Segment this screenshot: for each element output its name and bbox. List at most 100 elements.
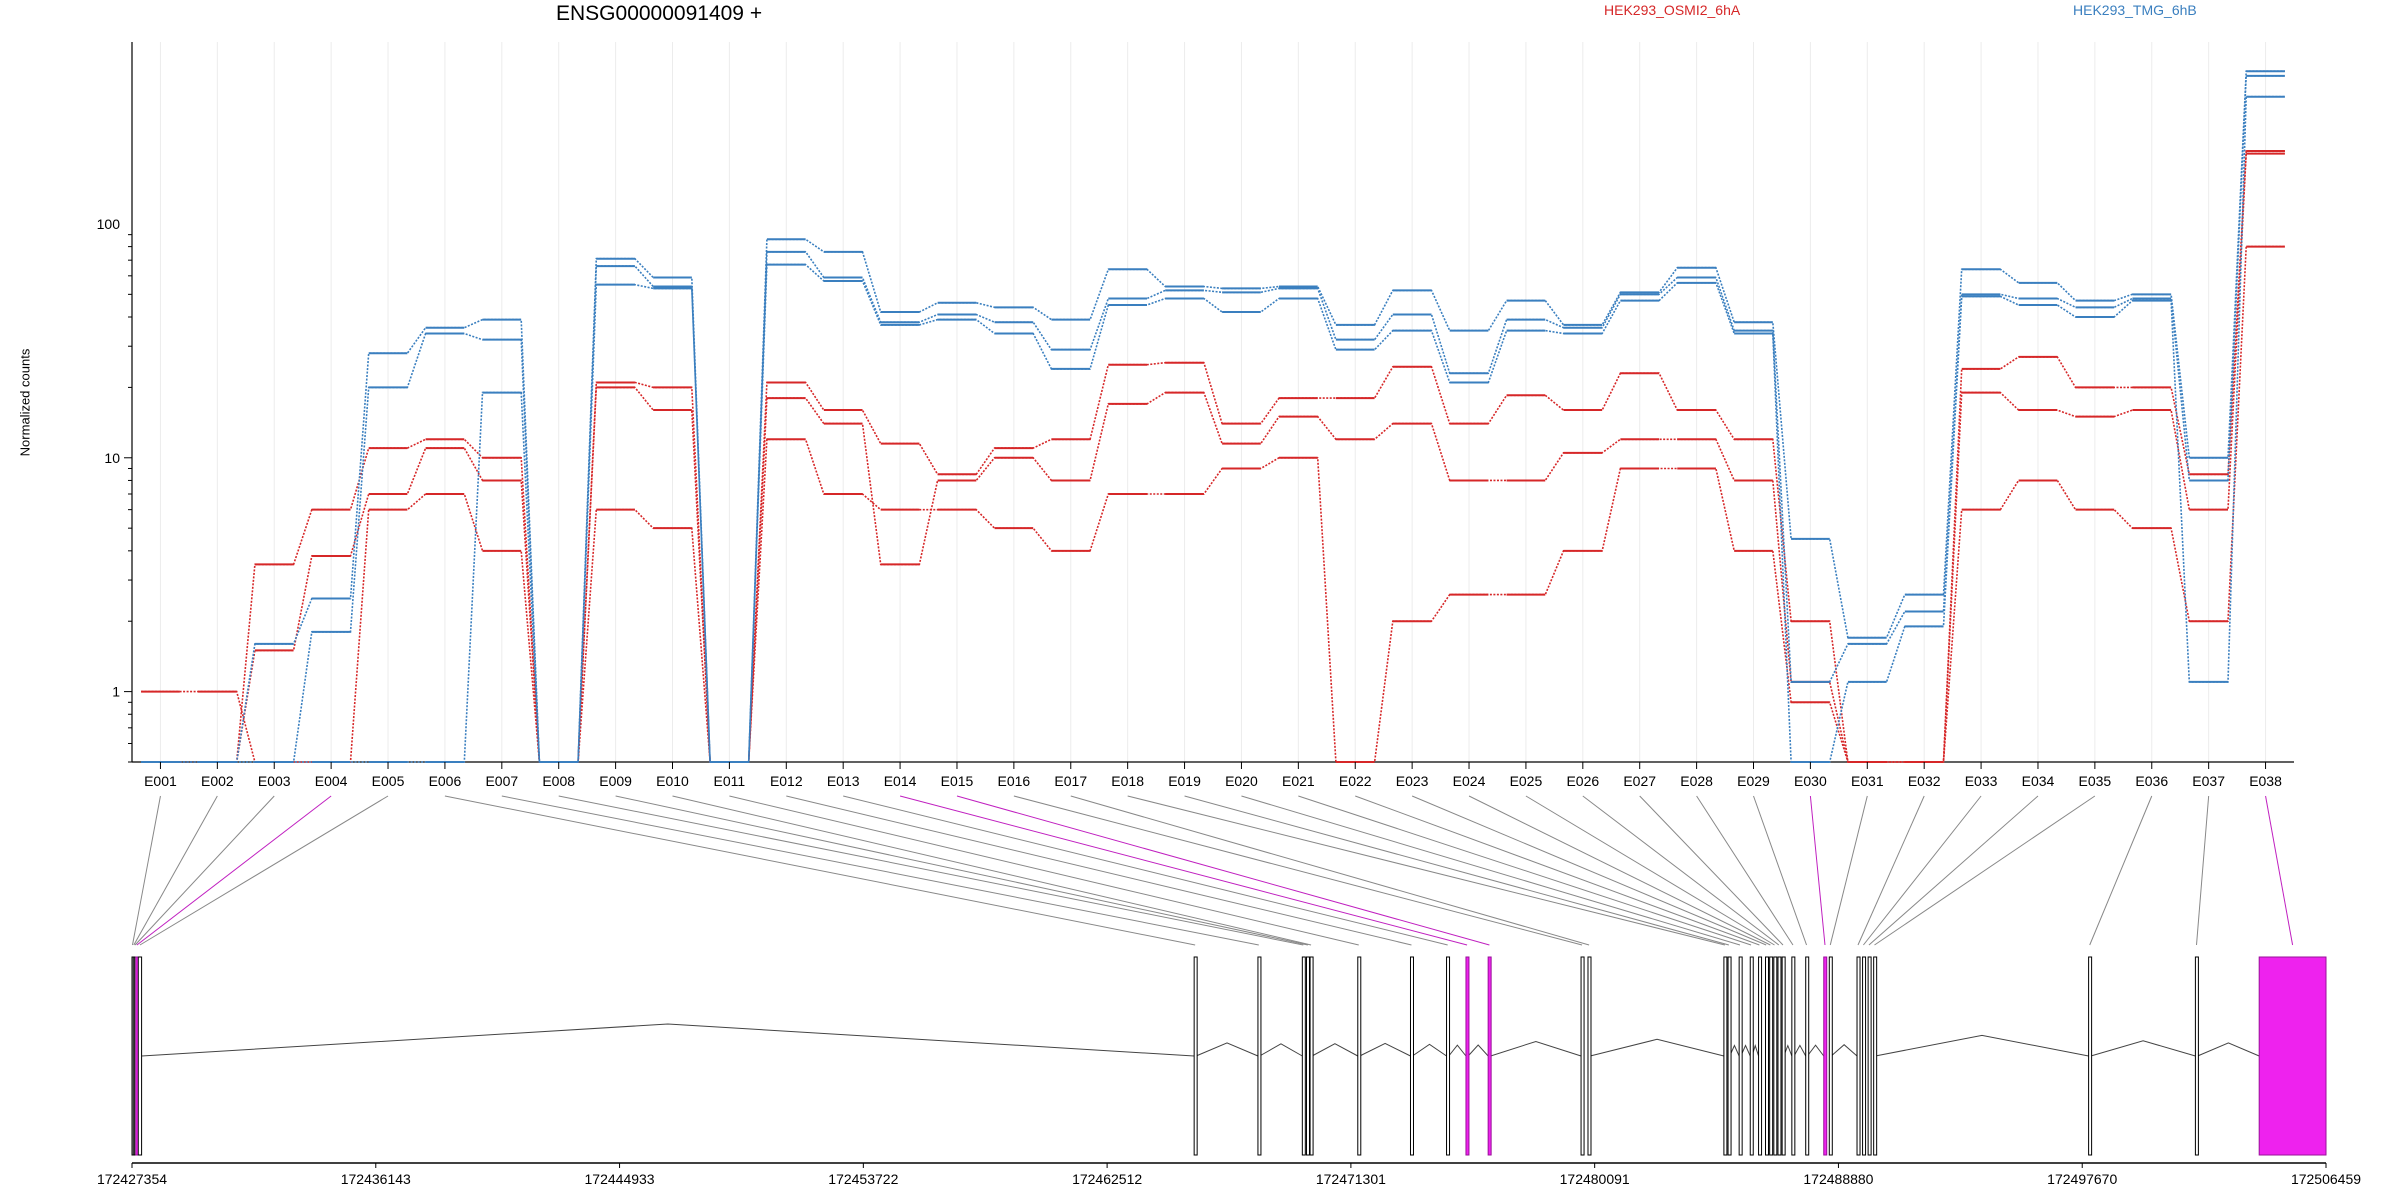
exon-connector <box>1241 795 1741 946</box>
x-tick-label: E032 <box>1908 773 1941 789</box>
exon-connector <box>132 795 161 946</box>
exon-box <box>1301 956 1306 1156</box>
x-tick-label: E026 <box>1566 773 1599 789</box>
exon-connector-lines <box>132 795 2294 946</box>
genome-tick-label: 172471301 <box>1316 1171 1386 1187</box>
exon-box <box>1487 956 1492 1156</box>
x-tick-label: E016 <box>998 773 1031 789</box>
x-tick-label: E030 <box>1794 773 1827 789</box>
x-tick-label: E029 <box>1737 773 1770 789</box>
exon-connector <box>1070 795 1590 946</box>
intron-line <box>1793 1044 1807 1057</box>
x-tick-label: E037 <box>2192 773 2225 789</box>
x-tick-label: E035 <box>2079 773 2112 789</box>
x-tick-label: E031 <box>1851 773 1884 789</box>
exon-box <box>1781 956 1786 1156</box>
x-axis-exon-labels: E001 E002 E003 E004 E005 E006 E007 E008 E009 E010… <box>144 762 2282 789</box>
genome-tick-label: 172497670 <box>2047 1171 2117 1187</box>
x-tick-label: E021 <box>1282 773 1315 789</box>
exon-connector <box>1868 795 2039 946</box>
gene-model <box>131 956 2327 1156</box>
genome-tick-label: 172506459 <box>2291 1171 2361 1187</box>
exon-connector <box>2089 795 2153 946</box>
genome-tick-label: 172453722 <box>828 1171 898 1187</box>
exon-connector <box>139 795 389 946</box>
x-tick-label: E020 <box>1225 773 1258 789</box>
exon-box <box>1769 956 1774 1156</box>
exon-box <box>1856 956 1861 1156</box>
exon-connector <box>1582 795 1780 946</box>
y-tick-label: 1 <box>112 684 120 700</box>
exon-connector <box>899 795 1468 946</box>
exon-connector <box>134 795 275 946</box>
series-line-0 <box>141 245 2285 763</box>
exon-box <box>1580 956 1585 1156</box>
series-line-1 <box>141 152 2285 763</box>
exon-box <box>1309 956 1314 1156</box>
x-tick-label: E002 <box>201 773 234 789</box>
x-tick-label: E014 <box>884 773 917 789</box>
exon-connector <box>1753 795 1808 946</box>
x-tick-label: E010 <box>656 773 689 789</box>
intron-line <box>1490 1040 1582 1057</box>
x-tick-label: E013 <box>827 773 860 789</box>
intron-line <box>1590 1038 1725 1057</box>
exon-connector <box>1863 795 1982 946</box>
exon-box <box>2194 956 2199 1156</box>
exon-connector <box>1184 795 1730 946</box>
y-tick-label: 100 <box>97 216 121 232</box>
intron-line <box>141 1023 1195 1057</box>
exon-connector <box>1355 795 1760 946</box>
exon-box <box>1791 956 1796 1156</box>
exon-box <box>2258 956 2327 1156</box>
exon-box <box>1738 956 1743 1156</box>
x-tick-label: E024 <box>1453 773 1486 789</box>
exon-connector <box>729 795 1359 946</box>
x-tick-label: E005 <box>372 773 405 789</box>
genome-tick-label: 172488880 <box>1803 1171 1873 1187</box>
exon-connector <box>615 795 1308 946</box>
x-tick-label: E028 <box>1680 773 1713 789</box>
x-tick-label: E019 <box>1168 773 1201 789</box>
y-axis: 1 10 100 <box>97 42 2294 763</box>
exon-connector <box>2196 795 2210 946</box>
intron-line <box>1875 1034 2089 1057</box>
exon-box <box>1446 956 1451 1156</box>
exon-box <box>1723 956 1728 1156</box>
exon-connector <box>1874 795 2096 946</box>
exon-connector <box>444 795 1196 946</box>
exon-connector <box>2265 795 2294 946</box>
chart-title: ENSG00000091409 + <box>556 2 763 25</box>
exon-connector <box>1127 795 1725 946</box>
x-tick-label: E027 <box>1623 773 1656 789</box>
exon-connector <box>1857 795 1925 946</box>
intron-line <box>1806 1044 1825 1057</box>
exon-box <box>1357 956 1362 1156</box>
x-tick-label: E025 <box>1510 773 1543 789</box>
x-tick-label: E036 <box>2135 773 2168 789</box>
x-tick-label: E022 <box>1339 773 1372 789</box>
exon-box <box>1764 956 1769 1156</box>
x-tick-label: E011 <box>714 773 746 789</box>
exon-box <box>1257 956 1262 1156</box>
y-tick-label: 10 <box>104 450 120 466</box>
exon-connector <box>136 795 332 946</box>
exon-connector <box>956 795 1490 946</box>
series-line-3 <box>141 70 2285 763</box>
x-tick-label: E023 <box>1396 773 1429 789</box>
x-tick-label: E008 <box>542 773 575 789</box>
exon-box <box>1823 956 1828 1156</box>
exon-connector <box>1639 795 1784 946</box>
exon-box <box>1873 956 1878 1156</box>
genome-tick-label: 172480091 <box>1560 1171 1630 1187</box>
x-tick-label: E034 <box>2022 773 2055 789</box>
intron-line <box>2197 1042 2260 1057</box>
exon-connector <box>1298 795 1752 946</box>
intron-line <box>1195 1042 1259 1057</box>
exon-box <box>2088 956 2093 1156</box>
series-lines <box>141 70 2285 763</box>
exon-connector <box>1696 795 1794 946</box>
exon-box <box>1587 956 1592 1156</box>
x-tick-label: E003 <box>258 773 291 789</box>
exon-box <box>1409 956 1414 1156</box>
